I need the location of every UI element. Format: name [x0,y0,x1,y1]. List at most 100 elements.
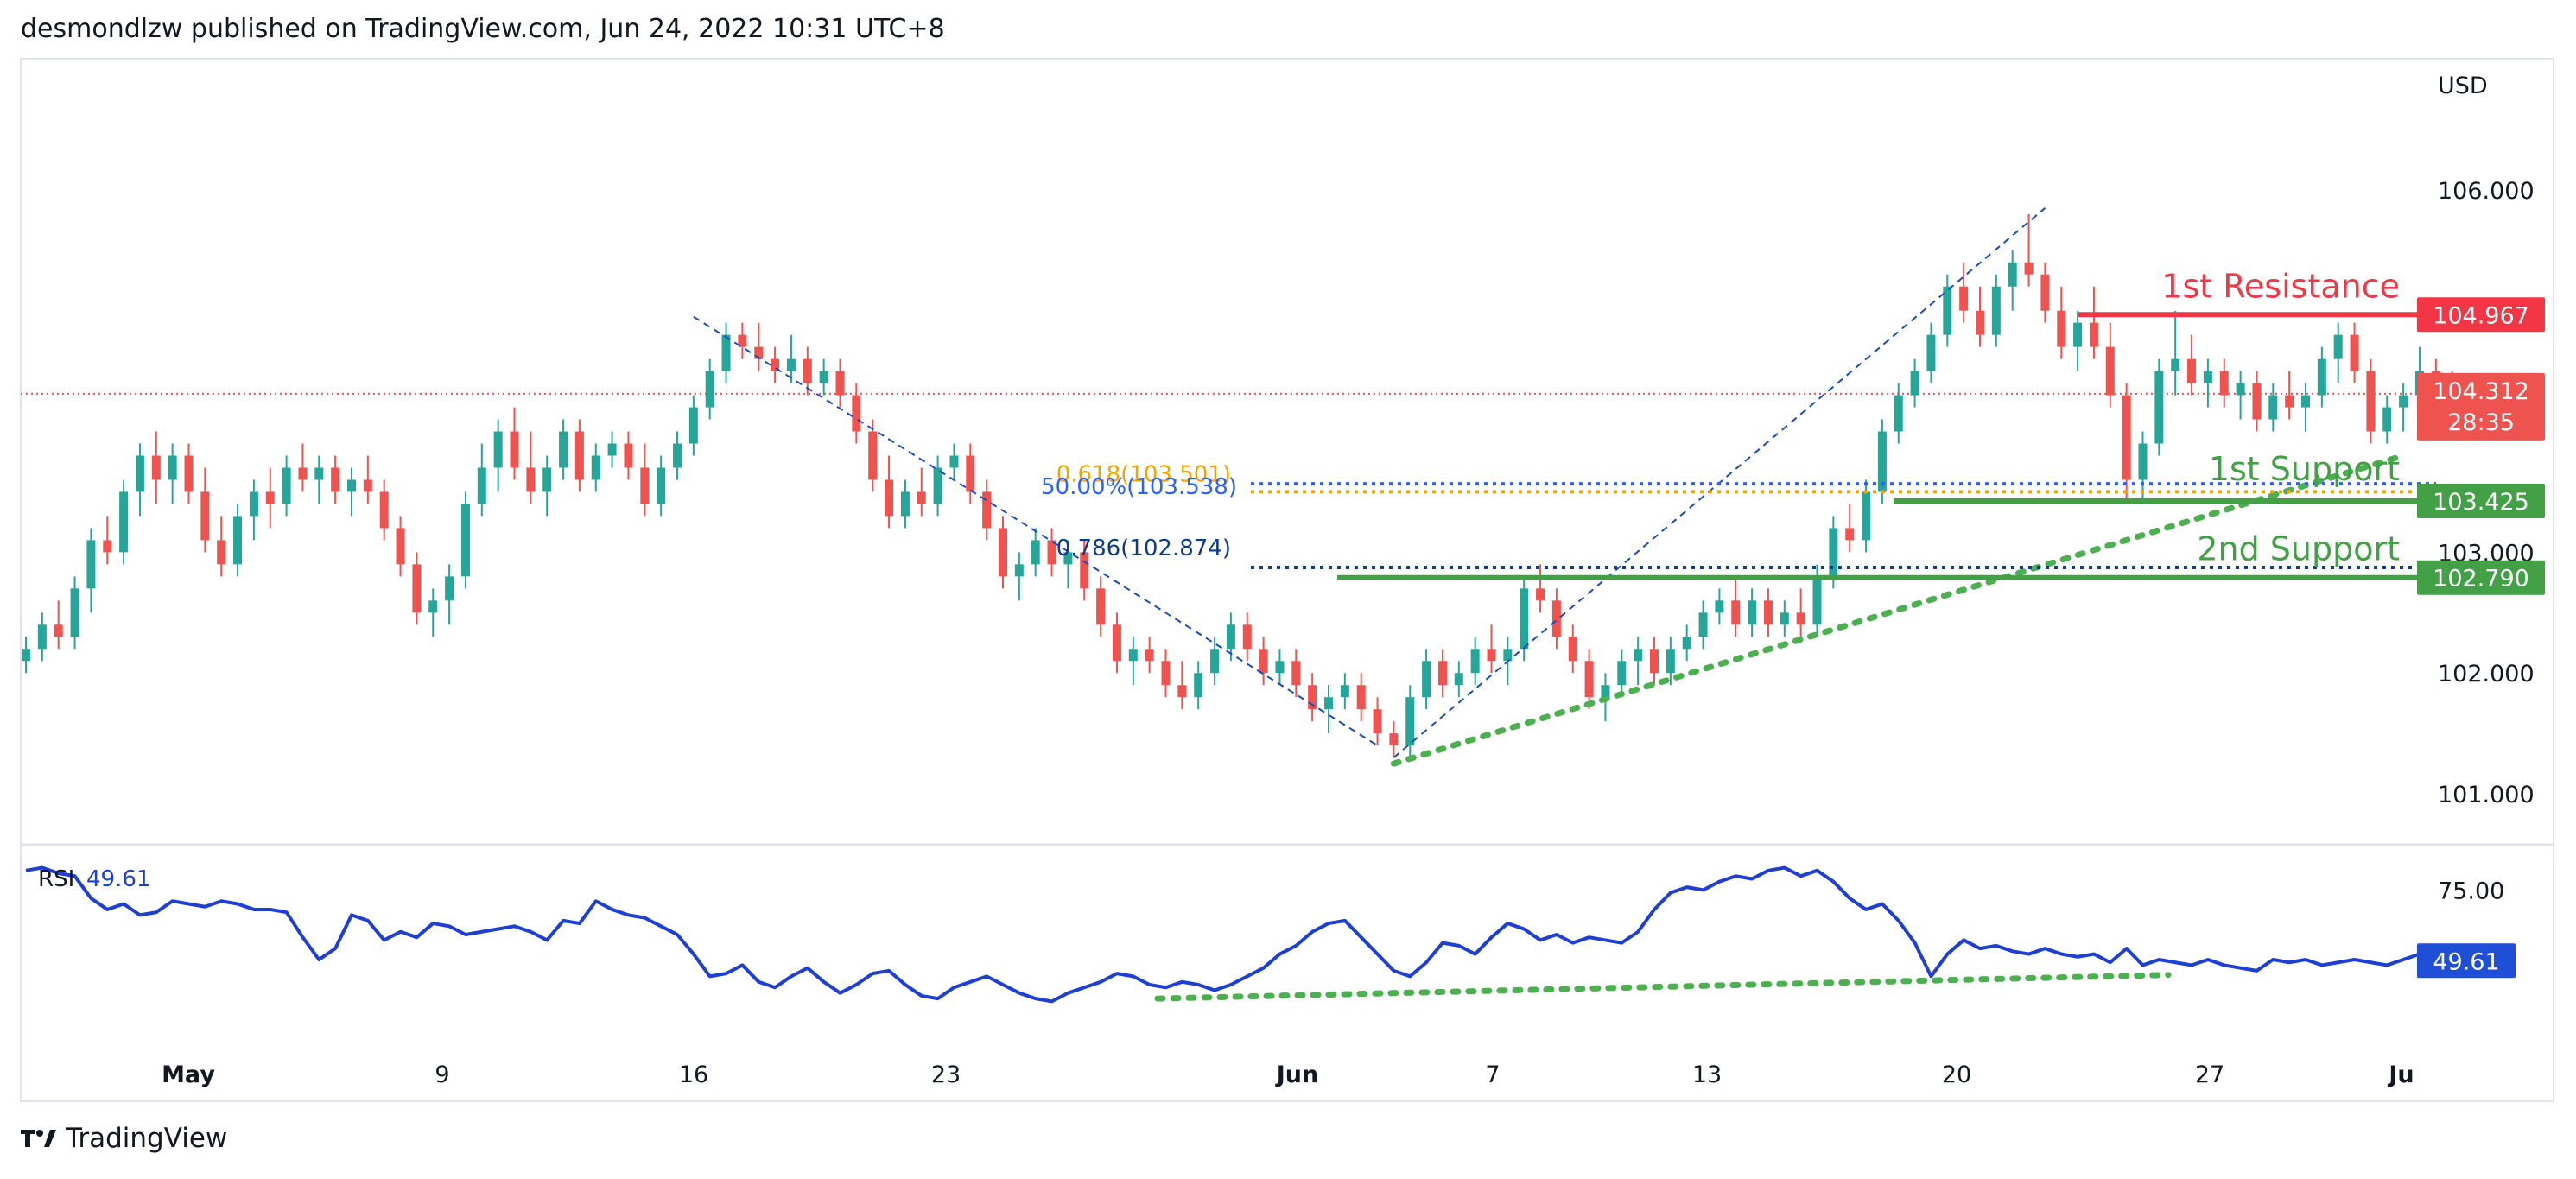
candle [1682,624,1691,662]
candle-body [2008,262,2017,287]
candle [640,443,650,517]
rsi-badge [2417,943,2516,979]
candle [738,322,747,359]
candle [2105,322,2115,408]
candle [135,443,144,517]
candle-body [1080,552,1089,589]
candle-body [688,407,698,444]
candle-body [2252,383,2262,420]
candle-body [184,455,194,492]
candle [2382,395,2392,444]
level-badge-0 [2417,297,2545,333]
publisher-header: desmondlzw published on TradingView.com,… [21,14,945,44]
candle-body [1926,334,1936,371]
candle-body [1991,286,2001,335]
candle [1308,673,1317,722]
candle-body [249,491,258,517]
rsi-badge-text: 49.61 [2433,948,2499,975]
candle [1470,637,1480,686]
fib-618-label: 0.618(103.501) [1056,461,1231,487]
candle [54,600,63,650]
last-price-value: 104.312 [2433,378,2529,405]
time-tick-label: May [162,1062,215,1088]
candle-body [200,491,210,541]
candle-body [1894,395,1903,432]
candle-body [22,649,30,662]
candle-body [2301,395,2310,408]
candle-body [412,564,422,613]
candle [705,358,714,420]
tradingview-logo[interactable]: TradingView [21,1123,227,1154]
candle-body [1405,697,1415,746]
candle-body [1259,649,1268,674]
candle [1128,637,1138,686]
candle-body [54,624,63,637]
rsi-line [25,865,2485,1004]
level-name-0: 1st Resistance [2161,267,2400,305]
candle-body [428,600,438,613]
candle-body [2268,395,2278,420]
candle [2057,286,2066,359]
candle [2187,334,2197,396]
candle-body [1454,673,1463,686]
candle [900,479,910,529]
level-name-2: 2nd Support [2197,530,2400,568]
candle-body [771,358,780,371]
candle-body [70,588,79,637]
candle-body [1780,612,1789,625]
candle [2350,322,2359,383]
candle-body [1177,685,1187,698]
candle-body [1503,649,1513,662]
candle [1275,649,1285,686]
candle [1943,274,1952,347]
candle-body [86,540,96,589]
candle [1536,564,1545,613]
candle [2219,358,2229,408]
candle [2008,250,2017,311]
level-badge-2 [2417,560,2545,595]
candle [1487,624,1496,674]
candle-body [2187,358,2197,383]
candle-body [396,528,405,565]
level-badge-text-2: 102.790 [2433,566,2529,593]
candle [86,528,96,613]
candle [249,479,258,541]
currency-label: USD [2438,73,2488,99]
candle-body [363,479,372,492]
candle [1650,637,1659,686]
candle [1242,612,1252,662]
candle [396,516,405,577]
candle [119,479,129,565]
candle-body [1910,371,1919,396]
candle-body [1194,673,1203,698]
candle [819,358,828,396]
candle-body [657,467,666,504]
candle-body [2219,371,2229,396]
candle [868,419,878,492]
candle [1161,649,1171,698]
candle-body [151,455,161,480]
level-name-1: 1st Support [2209,450,2400,488]
candle [1014,552,1024,601]
candle-body [933,467,942,504]
candle-body [1731,600,1741,625]
candle-body [347,479,356,492]
candle [1324,685,1333,734]
candle [2399,383,2408,432]
rsi-support-trendline [1154,972,2172,1002]
candle [2285,371,2294,420]
candle [607,431,617,468]
candle-body [819,371,828,383]
candle [168,443,177,504]
candle [657,455,666,517]
rsi-value-inline: 49.61 [86,866,150,892]
time-tick-label: 23 [931,1062,961,1088]
candle-body [738,334,747,347]
candle [688,395,698,456]
candle-body [1763,600,1773,625]
time-tick-label: 13 [1692,1062,1722,1088]
candle-body [314,467,324,480]
rsi-tick-label: 75.00 [2438,878,2504,904]
candle-body [477,467,486,504]
candle-body [103,540,112,553]
